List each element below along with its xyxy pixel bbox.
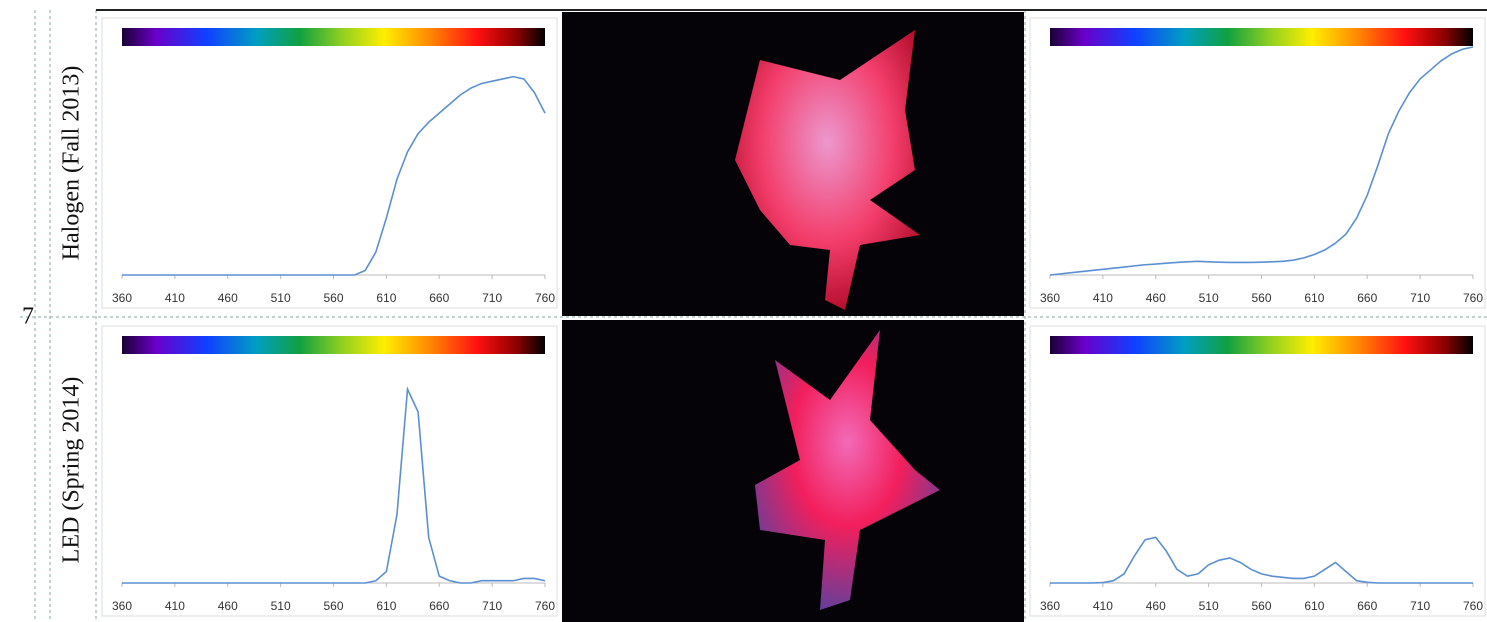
x-tick-label: 460 [1146, 291, 1166, 305]
x-tick-label: 460 [218, 599, 238, 613]
x-tick-label: 510 [1199, 291, 1219, 305]
x-tick-label: 510 [271, 599, 291, 613]
x-tick-label: 610 [1304, 599, 1324, 613]
plot-area [101, 17, 558, 309]
x-tick-label: 710 [482, 291, 502, 305]
x-tick-label: 360 [112, 599, 132, 613]
x-tick-label: 710 [482, 599, 502, 613]
spectrum-line [1050, 536, 1473, 584]
x-tick-label: 610 [376, 291, 396, 305]
spectrum-colorbar [122, 28, 545, 46]
x-tick-label: 410 [165, 599, 185, 613]
x-tick-label: 510 [271, 291, 291, 305]
frame [20, 10, 1487, 622]
x-tick-label: 710 [1410, 291, 1430, 305]
x-tick-label: 360 [1040, 291, 1060, 305]
row-label: LED (Spring 2014) [59, 377, 85, 564]
spectrum-colorbar [122, 336, 545, 354]
plot-area [1029, 325, 1486, 617]
x-tick-label: 460 [218, 291, 238, 305]
x-tick-label: 410 [165, 291, 185, 305]
x-tick-label: 360 [112, 291, 132, 305]
plot-area [101, 325, 558, 617]
x-tick-label: 510 [1199, 599, 1219, 613]
x-tick-label: 410 [1093, 291, 1113, 305]
x-tick-label: 660 [1357, 599, 1377, 613]
x-tick-label: 660 [1357, 291, 1377, 305]
photo [562, 320, 1024, 622]
x-tick-label: 760 [1463, 599, 1483, 613]
x-tick-label: 560 [323, 291, 343, 305]
x-tick-label: 760 [1463, 291, 1483, 305]
x-tick-label: 560 [1251, 291, 1271, 305]
x-tick-label: 360 [1040, 599, 1060, 613]
x-tick-label: 760 [535, 291, 555, 305]
plot-area [1029, 17, 1486, 309]
x-tick-label: 760 [535, 599, 555, 613]
row-number: 7 [22, 304, 34, 330]
photo [562, 12, 1024, 316]
x-tick-label: 560 [1251, 599, 1271, 613]
x-tick-label: 610 [1304, 291, 1324, 305]
x-tick-label: 660 [429, 291, 449, 305]
spectrum-colorbar [1050, 336, 1473, 354]
x-tick-label: 410 [1093, 599, 1113, 613]
x-tick-label: 560 [323, 599, 343, 613]
x-tick-label: 460 [1146, 599, 1166, 613]
spectrum-line [122, 386, 546, 584]
x-tick-label: 710 [1410, 599, 1430, 613]
row-label: Halogen (Fall 2013) [59, 66, 85, 261]
x-tick-label: 660 [429, 599, 449, 613]
spectrum-colorbar [1050, 28, 1473, 46]
x-tick-label: 610 [376, 599, 396, 613]
spectrum-line [1049, 46, 1474, 276]
spectrum-line [122, 75, 546, 276]
